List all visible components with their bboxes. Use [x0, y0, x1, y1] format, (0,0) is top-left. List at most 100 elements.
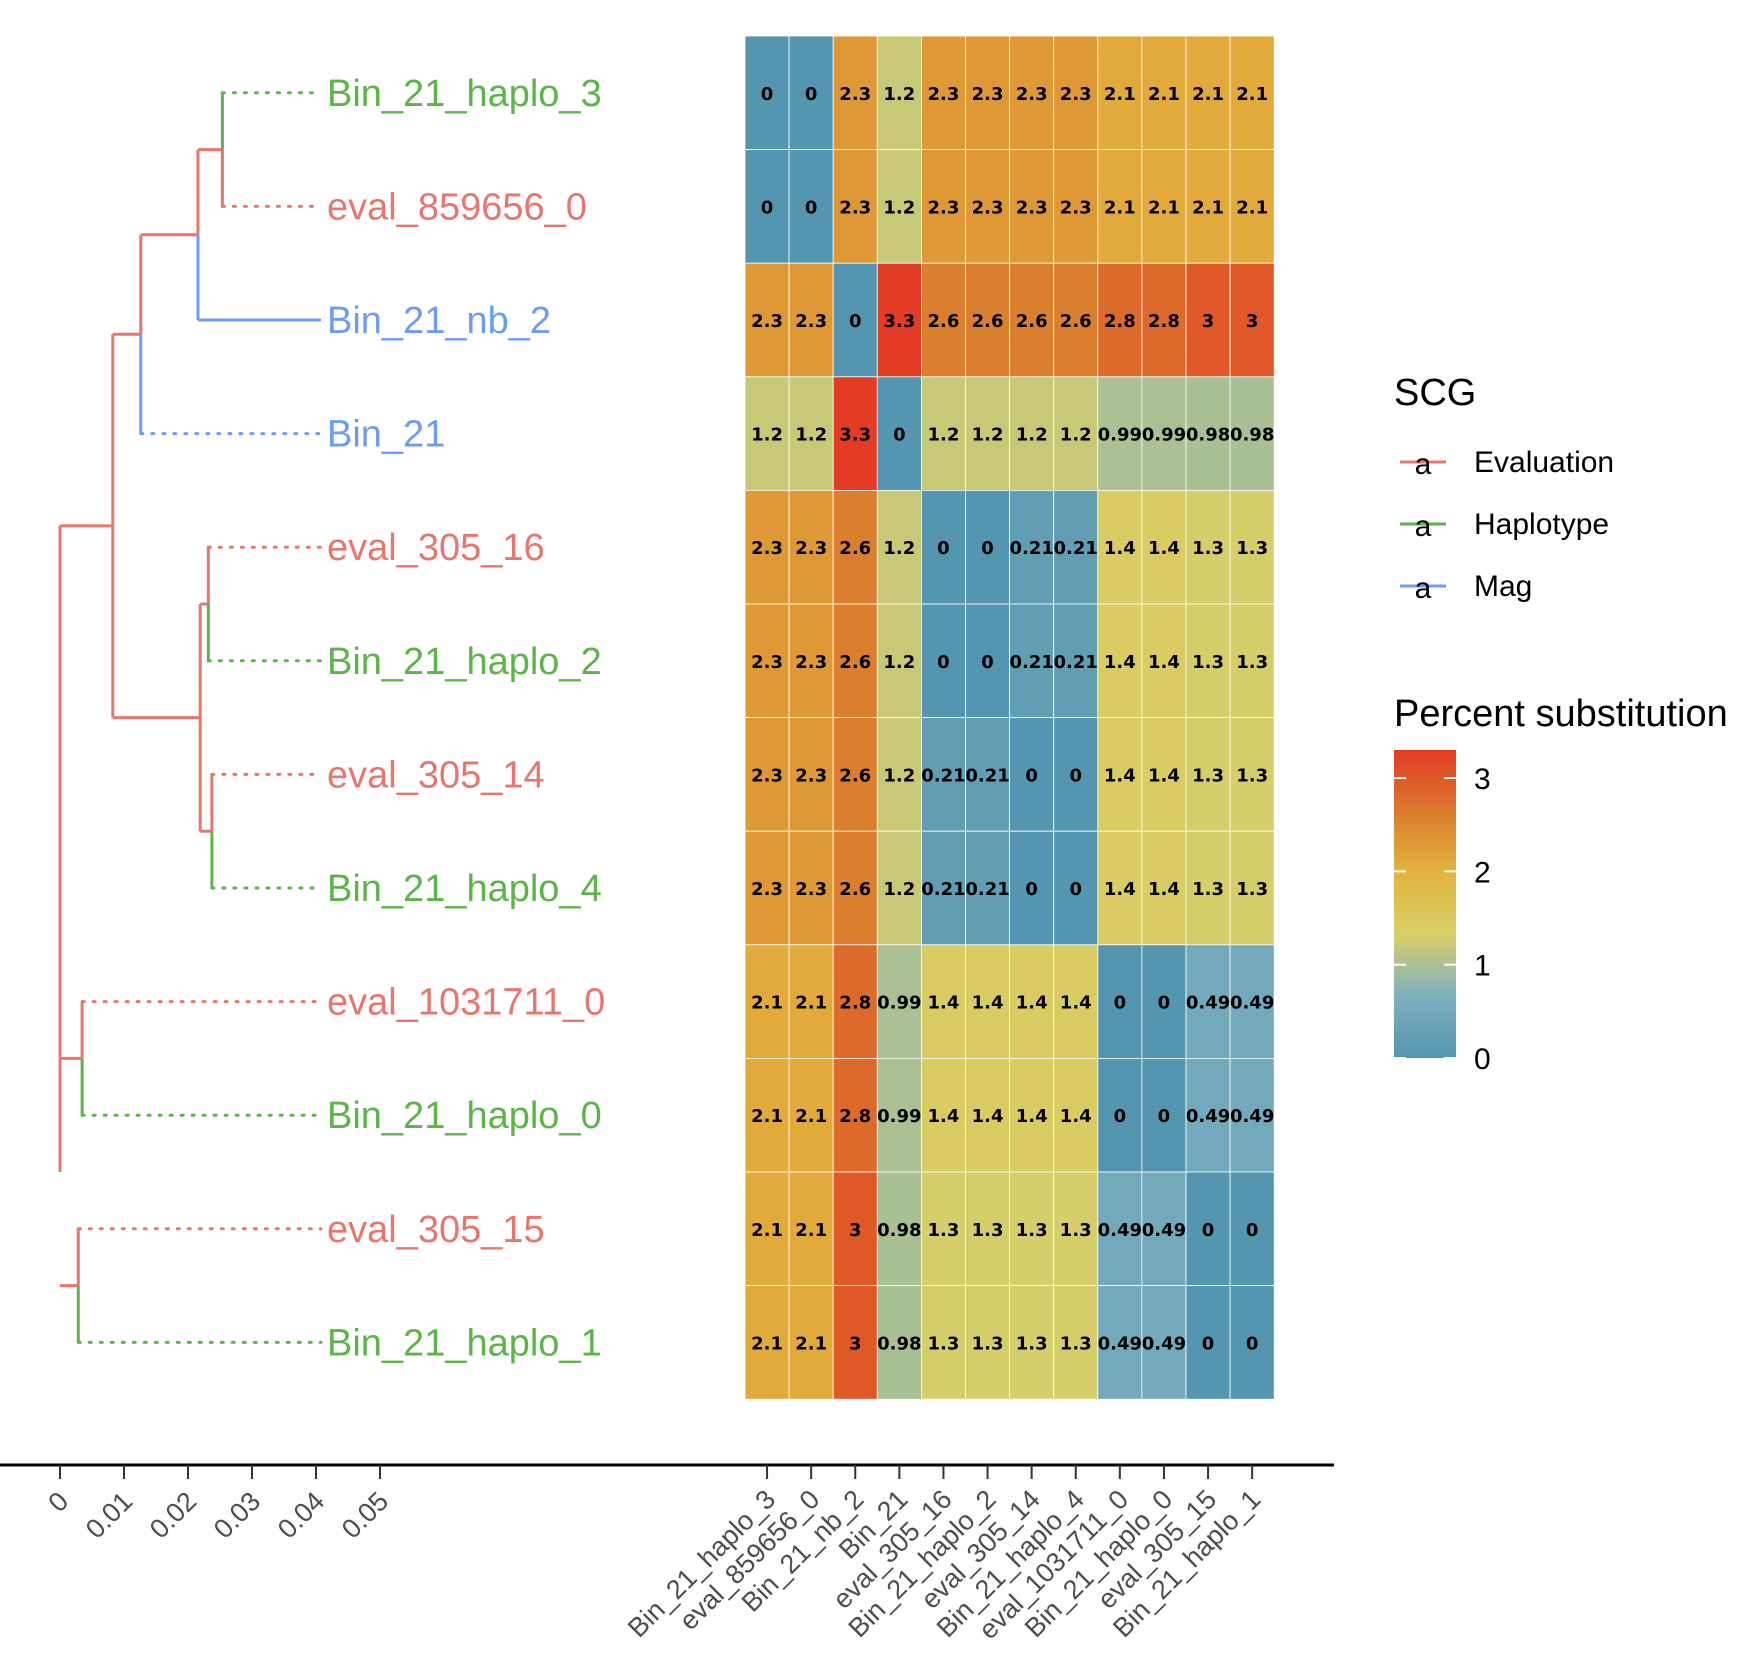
heatmap-cell — [1097, 262, 1143, 378]
cell-label: 1.4 — [1104, 538, 1136, 559]
cell-label: 2.1 — [751, 1333, 783, 1354]
leaf-label: eval_1031711_0 — [327, 982, 605, 1024]
heatmap-cell — [1009, 717, 1055, 832]
cell-label: 1.3 — [1236, 879, 1268, 900]
axis-tick-label: 0.01 — [80, 1486, 138, 1544]
cell-label: 1.3 — [928, 1333, 960, 1354]
heatmap-cell — [788, 262, 834, 378]
cell-label: 2.6 — [839, 652, 871, 673]
cell-label: 0.98 — [877, 1333, 921, 1354]
heatmap-cell — [1141, 830, 1187, 946]
cell-label: 0.21 — [921, 765, 965, 786]
heatmap-cell — [1053, 149, 1099, 264]
axis-tick-label: 0.05 — [336, 1486, 394, 1544]
heatmap-cell — [1053, 1171, 1099, 1286]
cell-label: 1.4 — [972, 993, 1004, 1014]
cell-label: 0.98 — [1230, 425, 1274, 446]
heatmap-cell — [1097, 1285, 1143, 1400]
heatmap-cell — [1009, 1058, 1055, 1173]
heatmap-cell — [965, 35, 1010, 150]
cell-label: 0 — [937, 652, 950, 673]
cell-label: 0 — [1025, 765, 1038, 786]
legend-label: Haplotype — [1474, 508, 1609, 541]
heatmap-cell — [744, 1058, 790, 1173]
cell-label: 1.4 — [928, 993, 960, 1014]
cell-label: 1.2 — [751, 425, 783, 446]
heatmap-cell — [1229, 944, 1275, 1059]
legend-key-glyph: a — [1415, 448, 1432, 481]
heatmap-cell — [1185, 489, 1231, 605]
cell-label: 2.3 — [928, 197, 960, 218]
heatmap-cell — [876, 830, 922, 946]
cell-label: 2.3 — [1060, 197, 1092, 218]
cell-label: 0.49 — [1230, 993, 1274, 1014]
cell-label: 1.4 — [1104, 765, 1136, 786]
heatmap-cell — [832, 1171, 878, 1286]
cell-label: 3.3 — [839, 425, 871, 446]
cell-label: 2.1 — [751, 993, 783, 1014]
cell-label: 1.2 — [883, 765, 915, 786]
cell-label: 0.49 — [1142, 1220, 1186, 1241]
heatmap-cell — [876, 1058, 922, 1173]
cell-label: 2.6 — [839, 879, 871, 900]
heatmap-cell — [921, 149, 966, 264]
cell-label: 2.1 — [795, 993, 827, 1014]
heatmap-cell — [876, 35, 922, 150]
axis-tick-label: 0.02 — [144, 1486, 202, 1544]
heatmap-cell — [788, 1285, 834, 1400]
heatmap-cell — [1009, 262, 1055, 378]
cell-label: 0 — [1069, 765, 1082, 786]
cell-label: 2.3 — [795, 879, 827, 900]
heatmap-cell — [1009, 1171, 1055, 1286]
heatmap-cell — [965, 1058, 1010, 1173]
heatmap-cell — [1097, 35, 1143, 150]
cell-label: 2.3 — [795, 765, 827, 786]
leaf-label: Bin_21 — [327, 414, 445, 456]
heatmap-cell — [1185, 35, 1231, 150]
cell-label: 0 — [1246, 1220, 1259, 1241]
cell-label: 0 — [761, 197, 774, 218]
heatmap-cell — [744, 262, 790, 378]
cell-label: 2.1 — [1236, 84, 1268, 105]
heatmap-cell — [876, 944, 922, 1059]
cell-label: 2.6 — [839, 765, 871, 786]
cell-label: 1.4 — [1104, 879, 1136, 900]
cell-label: 1.3 — [1016, 1220, 1048, 1241]
heatmap-cell — [832, 262, 878, 378]
heatmap-cell — [744, 717, 790, 832]
heatmap-cell — [965, 149, 1010, 264]
colorbar-tick-label: 2 — [1474, 856, 1491, 889]
cell-label: 1.2 — [883, 652, 915, 673]
heatmap-cell — [965, 1171, 1010, 1286]
cell-label: 1.3 — [1192, 652, 1224, 673]
heatmap-cell — [1141, 489, 1187, 605]
heatmap-cell — [744, 35, 790, 150]
heatmap-cell — [788, 149, 834, 264]
heatmap-cell — [832, 1285, 878, 1400]
heatmap-cell — [1229, 717, 1275, 832]
cell-label: 0 — [937, 538, 950, 559]
heatmap-cell — [1097, 717, 1143, 832]
heatmap: 0 0 2.3 1.2 2.3 2.3 2.3 2.3 2.1 2.1 2.1 2.1 0 0 2.3 1.2… — [744, 35, 1275, 1400]
cell-label: 0 — [981, 652, 994, 673]
leaf-label: Bin_21_haplo_2 — [327, 641, 602, 683]
heatmap-cell — [1229, 1058, 1275, 1173]
heatmap-cell — [1097, 603, 1143, 718]
heatmap-cell — [876, 717, 922, 832]
cell-label: 1.4 — [972, 1106, 1004, 1127]
heatmap-cell — [1053, 717, 1099, 832]
heatmap-cell — [1053, 1285, 1099, 1400]
leaf-label: Bin_21_haplo_0 — [327, 1095, 602, 1137]
leaf-label: eval_305_14 — [327, 754, 545, 796]
cell-label: 1.3 — [1060, 1220, 1092, 1241]
cell-label: 0 — [805, 197, 818, 218]
leaf-label: Bin_21_haplo_1 — [327, 1322, 602, 1364]
cell-label: 0 — [849, 311, 862, 332]
cell-label: 2.6 — [839, 538, 871, 559]
heatmap-cell — [1097, 830, 1143, 946]
legend-key-glyph: a — [1415, 510, 1432, 543]
heatmap-cell — [744, 376, 790, 491]
cell-label: 1.4 — [1148, 538, 1180, 559]
legend-label: Mag — [1474, 570, 1532, 603]
cell-label: 1.2 — [883, 197, 915, 218]
